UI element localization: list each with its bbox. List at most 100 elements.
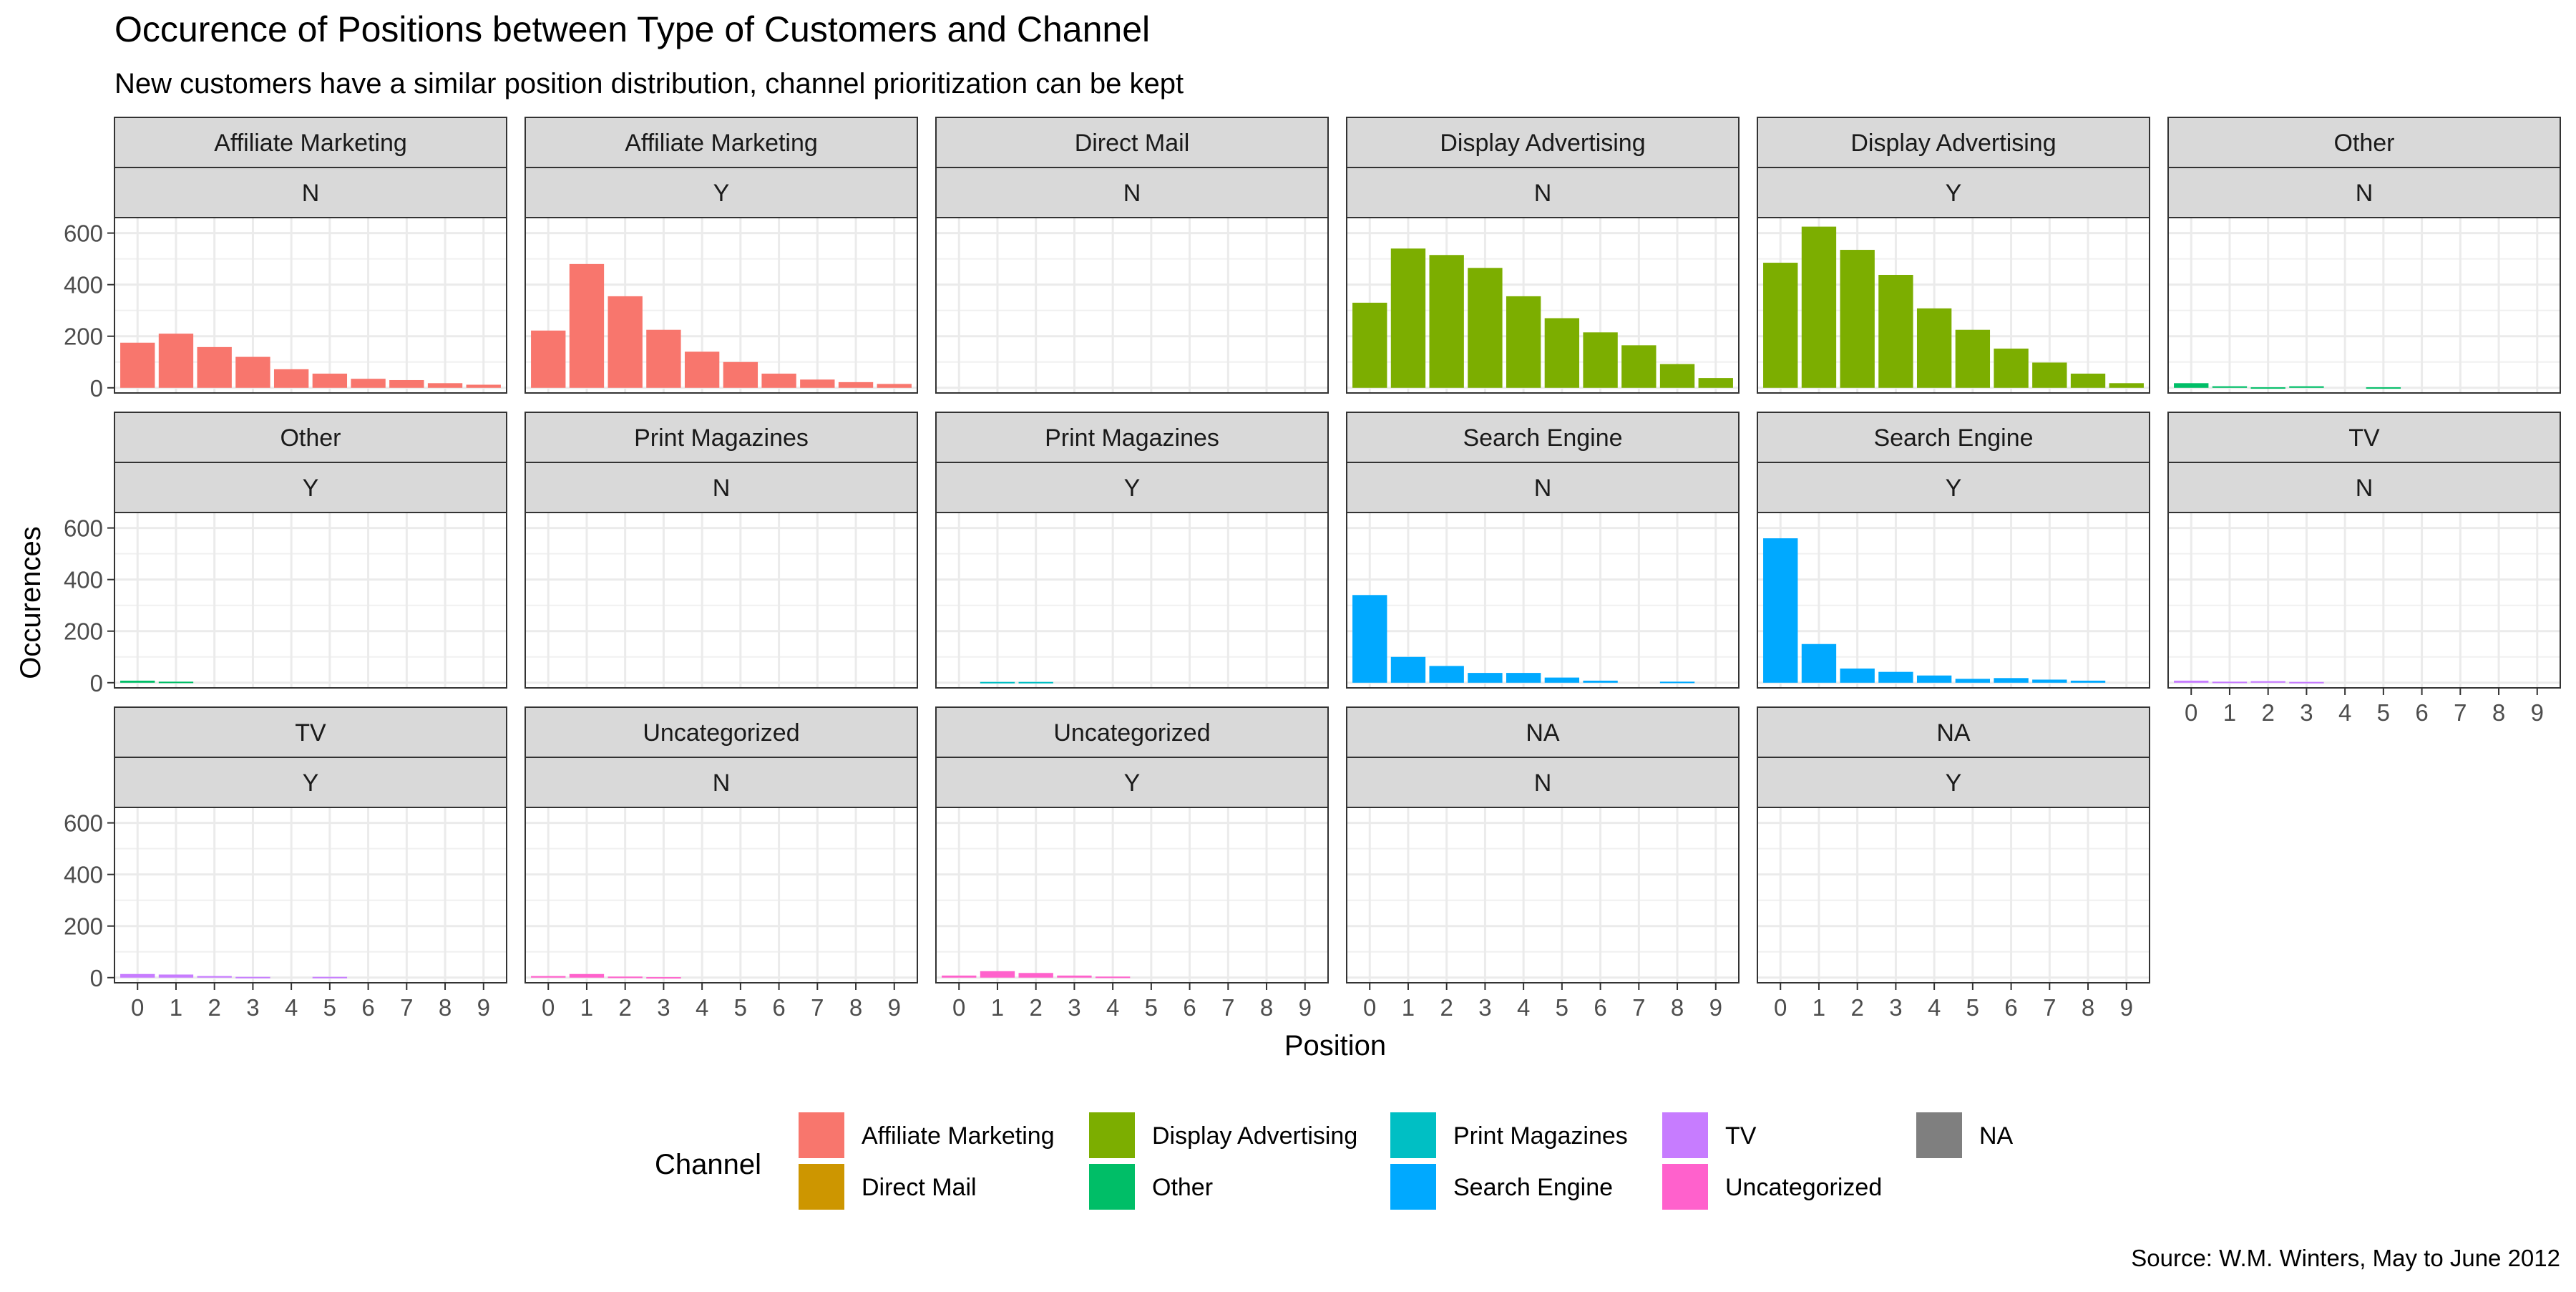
bar [2174, 383, 2209, 388]
panel-border [525, 217, 918, 394]
bar [1095, 976, 1131, 978]
facet-strip-new-label: Y [713, 180, 730, 207]
facet-panel: Display Advertising N [1346, 117, 1740, 394]
x-tick-label: 2 [1440, 994, 1453, 1021]
facet-panel: Print Magazines N [525, 412, 918, 689]
facet-strip-new [1346, 462, 1740, 513]
facet-strip-channel-label: Direct Mail [1075, 130, 1190, 157]
y-tick-label: 600 [64, 515, 103, 542]
bar [1506, 296, 1541, 388]
x-tick-label: 4 [2338, 699, 2351, 726]
panel-border [1757, 512, 2150, 689]
bar [646, 977, 681, 979]
bar [1544, 318, 1580, 388]
bar [1955, 679, 1991, 683]
x-tick-label: 9 [2531, 699, 2544, 726]
facet-strip-channel-label: NA [1936, 719, 1971, 747]
bar [1659, 364, 1695, 388]
bar [2289, 681, 2324, 684]
facet-strip-new [935, 462, 1329, 513]
panel-border [114, 217, 507, 394]
facet-strip-new [114, 757, 507, 808]
facet-strip-new [1757, 757, 2150, 808]
x-tick-label: 4 [1106, 994, 1119, 1021]
bar [427, 383, 463, 388]
panel-border [2167, 217, 2561, 394]
panel-border [935, 807, 1329, 983]
x-tick-label: 1 [1402, 994, 1415, 1021]
bar [608, 976, 643, 978]
panel-background [114, 807, 507, 983]
facet-strip-new-label: N [302, 180, 320, 207]
x-tick-label: 9 [1299, 994, 1312, 1021]
facet-strip-channel-label: Affiliate Marketing [214, 130, 407, 157]
bar [1352, 302, 1387, 388]
panel-background [1757, 807, 2150, 983]
facet-strip-new-label: N [1123, 180, 1141, 207]
x-tick-label: 1 [1813, 994, 1825, 1021]
bar [531, 330, 566, 388]
x-tick-label: 3 [1068, 994, 1080, 1021]
x-tick-label: 7 [811, 994, 824, 1021]
bar [1352, 595, 1387, 683]
bar [1429, 255, 1464, 388]
facet-panel: Uncategorized N 0 1 2 3 4 5 6 7 8 9 [525, 706, 918, 1021]
facet-strip-channel [1346, 117, 1740, 168]
facet-strip-new [525, 167, 918, 218]
legend-swatch [1390, 1112, 1436, 1158]
facet-strip-new-label: Y [303, 769, 319, 797]
chart-subtitle: New customers have a similar position di… [114, 68, 1184, 99]
x-tick-label: 6 [361, 994, 374, 1021]
facet-strip-channel [1757, 117, 2150, 168]
facet-strip-new-label: Y [1946, 180, 1962, 207]
x-tick-label: 0 [1363, 994, 1376, 1021]
legend-entry: Search Engine [1390, 1164, 1613, 1210]
bar [1878, 671, 1913, 683]
x-tick-label: 5 [734, 994, 747, 1021]
bar [2032, 362, 2067, 388]
x-tick-label: 9 [1709, 994, 1722, 1021]
bar [158, 334, 194, 388]
legend-entry: Display Advertising [1089, 1112, 1357, 1158]
facet-strip-new-label: N [1534, 475, 1552, 502]
bar [723, 361, 758, 388]
legend-label: Display Advertising [1152, 1122, 1357, 1150]
bar [1801, 643, 1837, 683]
facet-strip-new [935, 757, 1329, 808]
legend: Affiliate Marketing Direct Mail Display Ad… [799, 1112, 2014, 1210]
x-tick-label: 1 [2223, 699, 2236, 726]
bar [1390, 656, 1426, 683]
bar [2212, 386, 2248, 388]
legend-entry: Direct Mail [799, 1164, 977, 1210]
panel-border [1346, 512, 1740, 689]
bar [2289, 386, 2324, 388]
facet-panel: NA Y 0 1 2 3 4 5 6 7 8 9 [1757, 706, 2150, 1021]
y-tick-label: 400 [64, 567, 103, 593]
bar [684, 351, 720, 388]
facet-strip-channel [1757, 412, 2150, 463]
chart-caption: Source: W.M. Winters, May to June 2012 [2131, 1245, 2560, 1271]
legend-label: Direct Mail [862, 1174, 977, 1201]
bar [1506, 673, 1541, 683]
x-tick-label: 3 [246, 994, 259, 1021]
x-tick-label: 8 [2082, 994, 2094, 1021]
bar [1583, 680, 1618, 683]
x-tick-label: 1 [580, 994, 593, 1021]
facet-strip-channel [525, 706, 918, 758]
y-tick-label: 200 [64, 618, 103, 645]
bar [235, 976, 270, 978]
y-tick-label: 600 [64, 810, 103, 837]
x-tick-label: 4 [1517, 994, 1530, 1021]
legend-entry: NA [1916, 1112, 2014, 1158]
bar [1994, 678, 2029, 683]
facet-strip-channel [935, 706, 1329, 758]
facet-strip-channel-label: Display Advertising [1850, 130, 2056, 157]
facet-panel: TV N 0 1 2 3 4 5 6 7 8 9 [2167, 412, 2561, 726]
legend-label: TV [1725, 1122, 1757, 1150]
y-tick-label: 0 [90, 965, 103, 991]
facet-strip-channel [525, 117, 918, 168]
facet-strip-new [1346, 757, 1740, 808]
bar [235, 356, 270, 388]
x-tick-label: 6 [1594, 994, 1606, 1021]
facet-strip-new [2167, 167, 2561, 218]
